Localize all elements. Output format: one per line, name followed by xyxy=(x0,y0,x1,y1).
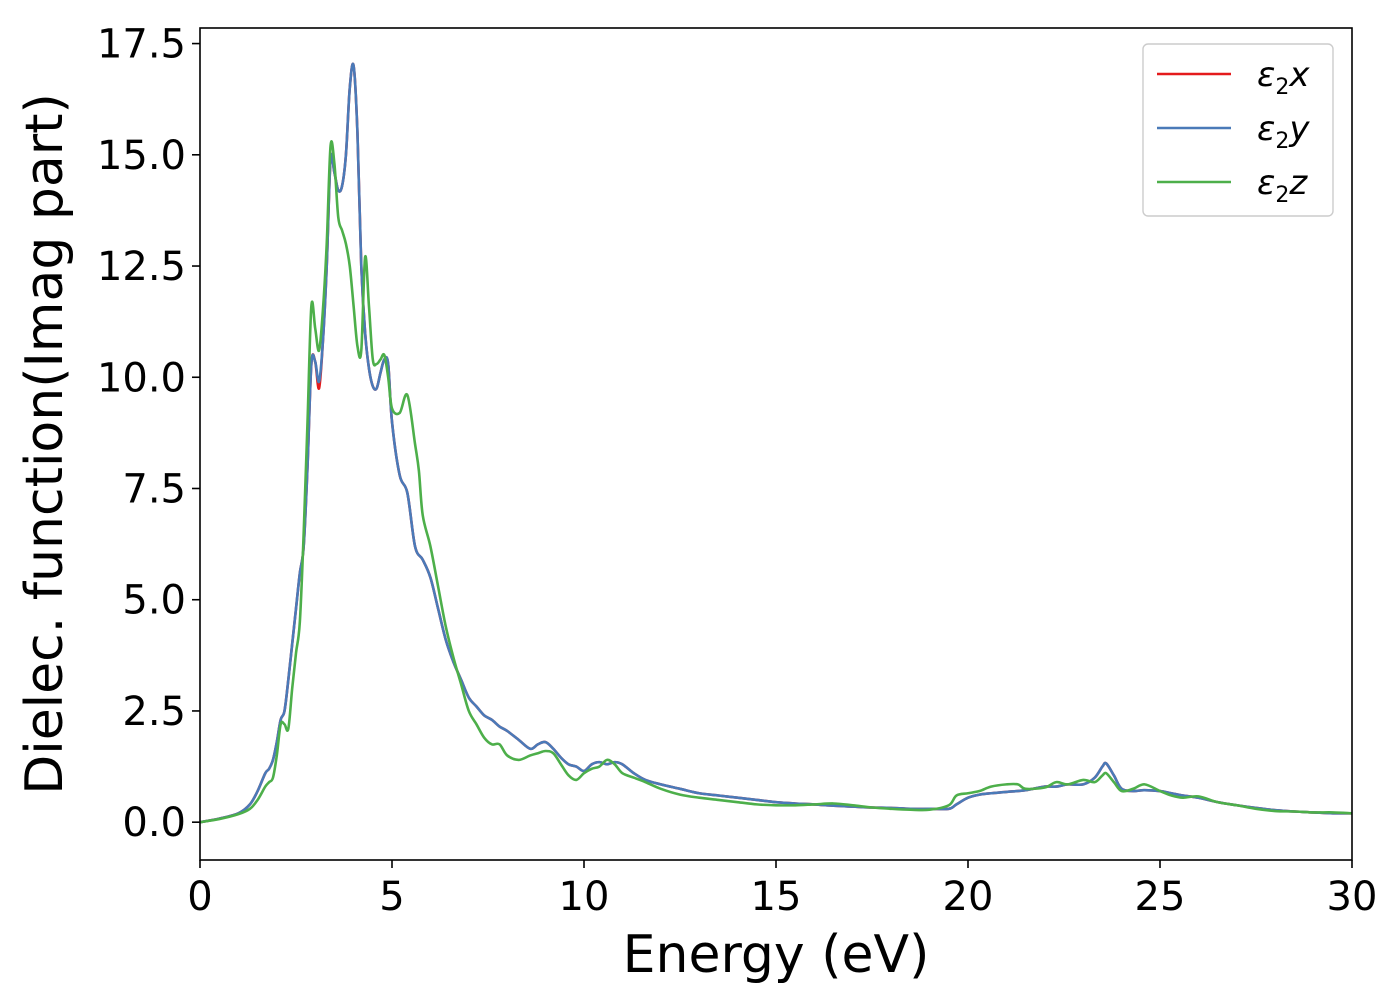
legend: ε2x ε2y ε2z xyxy=(1142,43,1334,217)
x-axis-title: Energy (eV) xyxy=(623,925,930,985)
y-tick-label: 2.5 xyxy=(122,689,186,735)
legend-frame xyxy=(1142,43,1334,217)
y-tick-label: 7.5 xyxy=(122,466,186,512)
legend-label: ε2z xyxy=(1257,163,1308,208)
x-tick-label: 30 xyxy=(1327,874,1378,920)
legend-item-y: ε2y xyxy=(1157,109,1310,154)
y-tick-label: 15.0 xyxy=(97,133,186,179)
x-tick-label: 0 xyxy=(187,874,212,920)
y-tick-label: 12.5 xyxy=(97,244,186,290)
x-tick-label: 25 xyxy=(1135,874,1186,920)
ticks-layer: 0 5 10 15 20 25 30 0.0 2.5 5.0 7.5 10.0 12.5 15.0 17.5 xyxy=(97,22,1378,920)
y-axis-title: Dielec. function(Imag part) xyxy=(15,93,75,795)
series-layer xyxy=(200,62,1352,824)
x-tick-label: 15 xyxy=(751,874,802,920)
x-tick-label: 20 xyxy=(943,874,994,920)
y-tick-label: 10.0 xyxy=(97,355,186,401)
y-tick-label: 5.0 xyxy=(122,578,186,624)
legend-label: ε2y xyxy=(1257,109,1310,154)
y-tick-label: 17.5 xyxy=(97,22,186,68)
y-tick-label: 0.0 xyxy=(122,800,186,846)
legend-item-z: ε2z xyxy=(1157,163,1308,208)
legend-item-x: ε2x xyxy=(1157,55,1310,100)
x-tick-label: 10 xyxy=(559,874,610,920)
x-tick-label: 5 xyxy=(379,874,404,920)
legend-label: ε2x xyxy=(1257,55,1310,100)
series-line-z xyxy=(200,140,1352,824)
series-line-y xyxy=(200,62,1352,824)
